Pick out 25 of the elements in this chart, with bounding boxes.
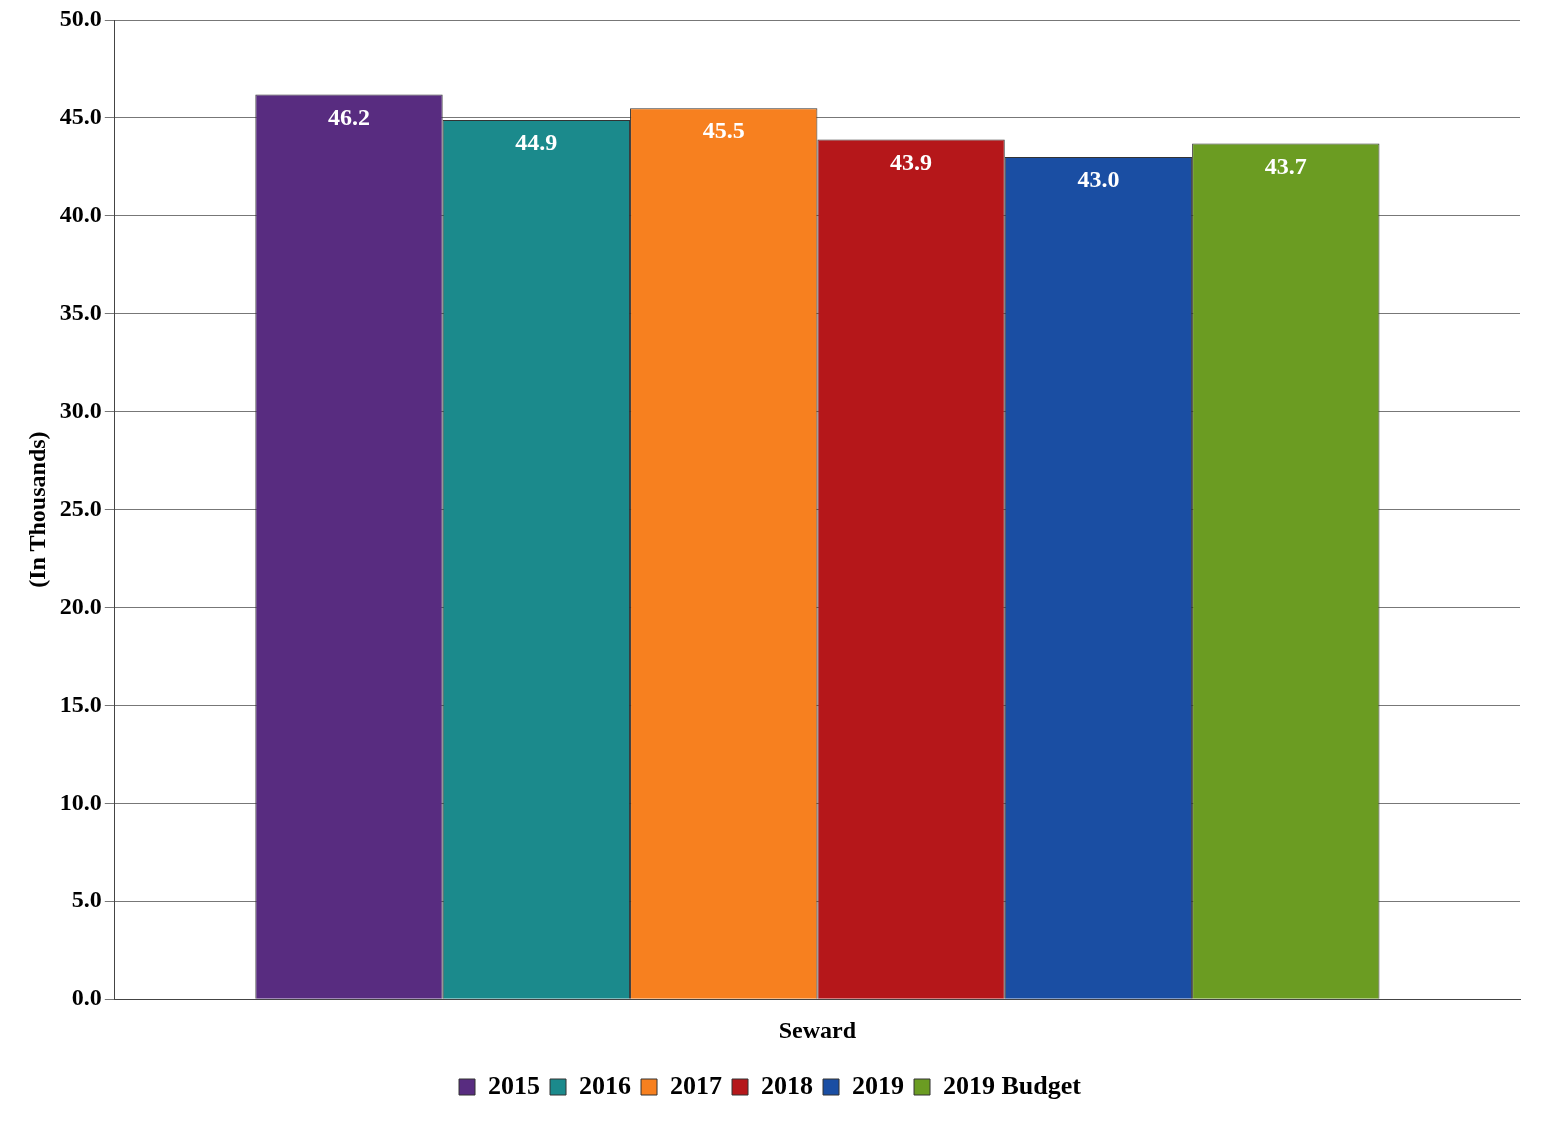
data-label: 44.9: [515, 129, 558, 156]
y-tick-label: 45.0: [59, 103, 102, 130]
legend-label: 2017: [670, 1070, 723, 1100]
y-tick-label: 10.0: [59, 788, 102, 815]
legend-label: 2018: [761, 1070, 814, 1100]
legend-label: 2019 Budget: [943, 1070, 1082, 1100]
legend-label: 2016: [579, 1070, 632, 1100]
y-tick-label: 35.0: [59, 298, 102, 325]
data-label: 43.0: [1077, 166, 1120, 193]
legend-label: 2019: [852, 1070, 905, 1100]
data-label: 43.9: [890, 148, 933, 175]
y-tick-label: 25.0: [59, 494, 102, 521]
y-axis-title: (In Thousands): [23, 431, 50, 588]
y-tick-label: 50.0: [59, 5, 102, 32]
data-label: 45.5: [702, 117, 745, 144]
y-tick-label: 15.0: [59, 690, 102, 717]
legend-label: 2015: [488, 1070, 541, 1100]
data-label: 43.7: [1264, 152, 1307, 179]
y-tick-label: 5.0: [71, 886, 102, 913]
y-tick-label: 20.0: [59, 592, 102, 619]
x-tick-label: Seward: [778, 1016, 857, 1043]
y-tick-label: 0.0: [71, 984, 102, 1011]
y-tick-label: 30.0: [59, 396, 102, 423]
data-label: 46.2: [328, 103, 370, 130]
y-tick-label: 40.0: [59, 201, 102, 228]
